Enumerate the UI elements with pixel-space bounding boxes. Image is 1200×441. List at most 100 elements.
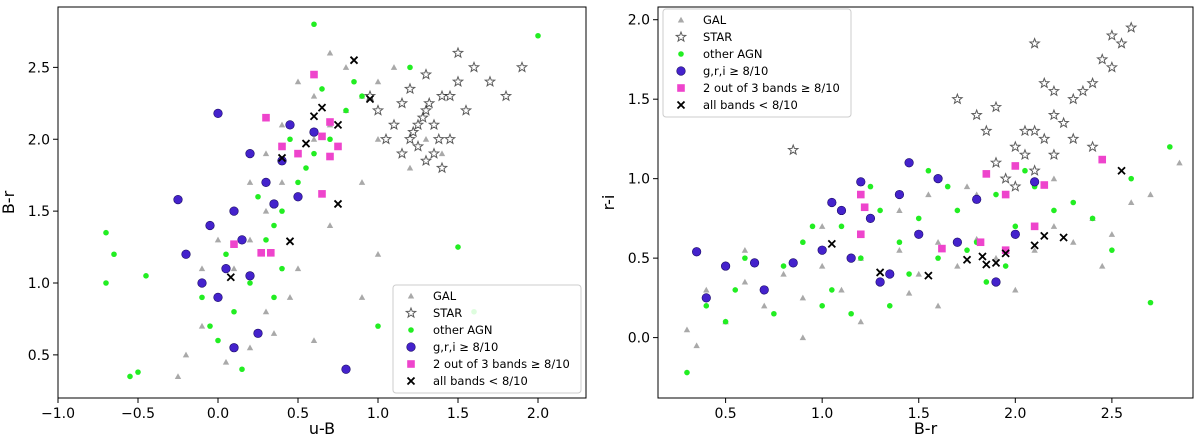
data-point [262,308,270,315]
data-point [438,150,446,157]
data-point [246,179,254,185]
data-point [896,207,903,214]
data-point [1050,175,1058,182]
data-point [309,127,319,137]
data-point [1067,92,1080,105]
data-point [962,255,972,264]
data-point [867,183,874,190]
data-point [982,170,991,178]
data-point [207,323,213,329]
data-point [390,64,398,70]
data-point [342,64,350,70]
data-point [875,268,885,277]
series-1 [363,46,529,174]
data-point [1002,263,1009,269]
data-point [1176,159,1183,166]
data-point [287,136,293,143]
data-point [277,153,287,163]
data-point [279,265,285,272]
data-point [1070,239,1077,245]
data-point [341,364,351,374]
data-point [800,239,806,246]
data-point [247,280,253,286]
data-point [896,246,903,253]
data-point [343,107,349,114]
data-point [406,164,414,171]
data-point [467,60,481,73]
data-point [294,265,302,272]
data-point [827,197,837,208]
data-point [1028,124,1041,137]
data-point [1086,76,1099,89]
data-point [1001,246,1010,254]
data-point [1125,21,1138,33]
data-point [1059,233,1068,242]
data-point [780,270,787,277]
data-point [213,108,223,118]
data-point [387,118,401,131]
data-point [231,308,237,315]
data-point [293,192,303,202]
data-point [214,236,222,243]
data-point [435,161,449,174]
data-point [1028,37,1041,49]
series-4 [230,70,342,257]
data-point [683,326,691,333]
data-point [374,78,382,85]
data-point [223,251,229,258]
data-point [257,249,265,257]
data-point [934,302,942,309]
x-tick-label: −0.5 [121,406,155,422]
legend-marker [407,360,415,368]
data-point [742,255,748,261]
data-point [229,206,239,216]
plot-frame [657,6,1194,399]
data-point [856,177,866,187]
data-point [701,293,711,303]
data-point [1096,53,1109,65]
data-point [374,136,382,142]
data-point [349,56,359,65]
data-point [499,89,513,102]
data-point [278,142,286,151]
data-point [407,125,420,138]
data-point [253,328,263,338]
data-point [427,147,441,159]
data-point [198,265,206,272]
data-point [271,294,277,301]
data-point [846,253,856,263]
data-point [1117,166,1126,175]
data-point [818,262,826,269]
data-point [135,369,141,375]
legend-box [392,284,582,394]
x-tick-label: −1.0 [41,406,75,422]
data-point [310,70,318,79]
data-point [263,237,269,243]
data-point [741,278,749,285]
data-point [1030,222,1039,231]
data-point [239,366,245,373]
data-point [267,249,275,257]
legend-label: other AGN [433,323,492,337]
data-point [181,249,191,259]
data-point [732,287,739,293]
data-point [423,96,436,109]
data-point [422,136,430,142]
plot-frame [57,6,587,399]
data-point [1018,124,1032,137]
x-tick-label: 2.5 [1101,406,1123,422]
legend-marker [678,51,684,57]
y-tick-label: 2.5 [28,60,50,76]
data-point [326,152,334,161]
data-point [1012,223,1019,230]
legend-marker [406,342,416,352]
data-point [1089,215,1096,222]
data-point [295,179,301,186]
legend-box [662,8,852,118]
data-point [309,112,319,121]
data-point [419,104,433,116]
data-point [279,208,285,214]
data-point [1040,231,1049,241]
x-axis-label: u-B [309,419,335,438]
data-point [174,373,182,379]
